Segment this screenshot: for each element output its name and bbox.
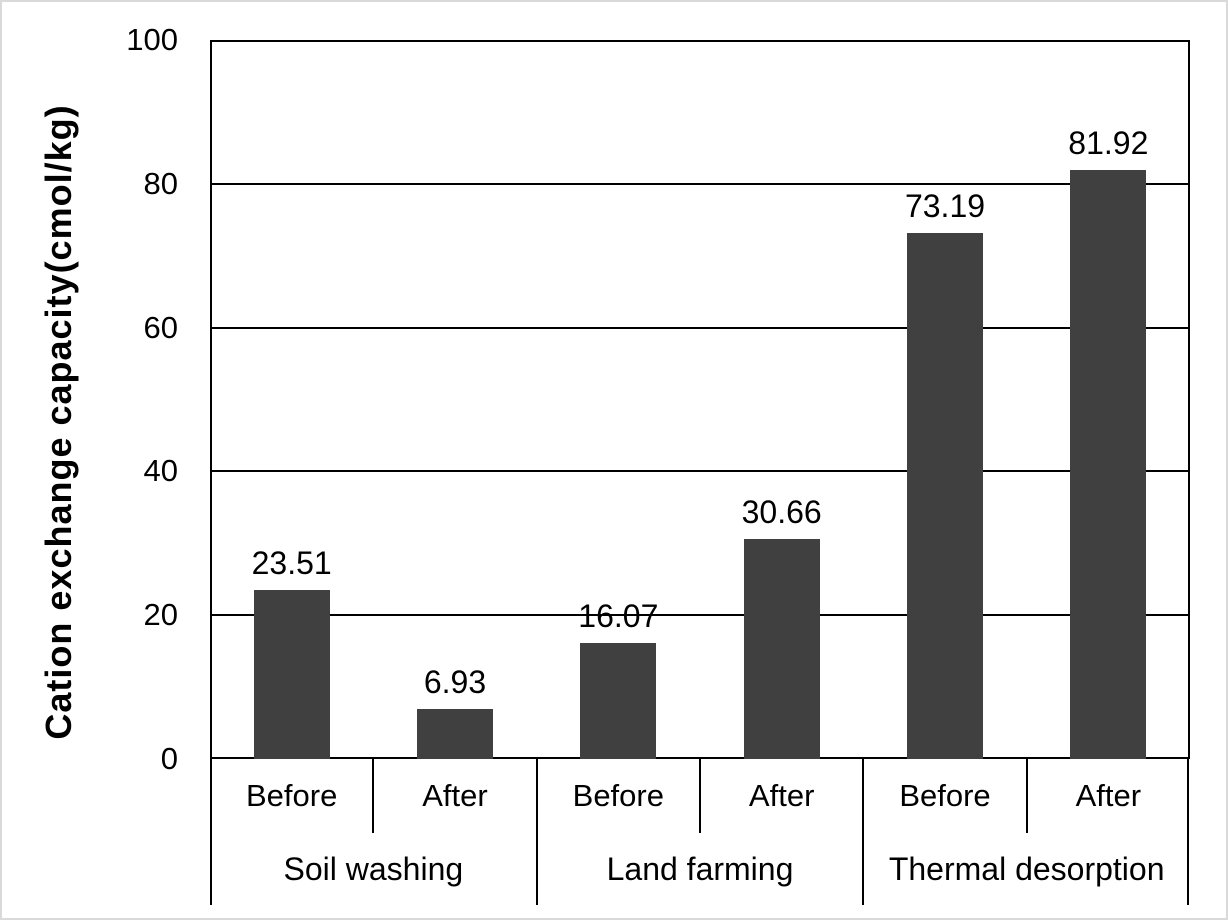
y-tick-label: 60 [143,309,178,345]
gridline [210,182,1190,185]
bar-value-label: 6.93 [423,664,487,701]
group-divider [862,759,865,905]
bar-value-label: 23.51 [251,544,332,581]
group-label: Thermal desorption [888,850,1165,887]
category-cell-label: After [1075,778,1142,813]
gridline [210,326,1190,329]
category-divider [699,759,701,833]
gridline [210,614,1190,617]
bar-value-label: 81.92 [1068,124,1149,161]
gridline [210,40,1190,42]
category-divider [372,759,375,833]
category-cell-label: Before [572,778,664,813]
plot-area: 23.51 6.93 16.07 30.66 73.19 81.92 [210,40,1190,759]
plot-right-edge [1188,40,1190,759]
plot-left-edge [210,40,212,759]
category-cell-label: Before [899,778,991,813]
bar [417,709,493,759]
bar [743,538,820,759]
bar-value-label: 16.07 [578,598,659,635]
gridline [210,470,1190,473]
x-axis-baseline [210,757,1190,759]
category-axis: Before After Before After Before After Soil w… [210,759,1190,905]
group-divider [535,759,538,905]
bar [907,232,983,759]
y-tick-label: 20 [143,597,178,633]
group-divider [210,759,212,905]
group-divider [1187,759,1189,905]
y-tick-label: 100 [126,22,178,57]
group-label: Soil washing [283,850,464,887]
group-label: Land farming [606,850,794,887]
category-cell-label: After [422,778,488,813]
bar-value-label: 30.66 [741,493,822,530]
y-tick-label: 80 [143,165,178,201]
category-divider [1025,759,1028,833]
bar [253,589,330,759]
y-tick-label: 40 [143,453,178,489]
bar-value-label: 73.19 [904,187,986,224]
category-cell-label: After [748,778,815,813]
y-tick-label: 0 [160,741,178,776]
category-cell-label: Before [245,778,338,813]
bar [580,643,657,759]
bar [1070,169,1147,759]
